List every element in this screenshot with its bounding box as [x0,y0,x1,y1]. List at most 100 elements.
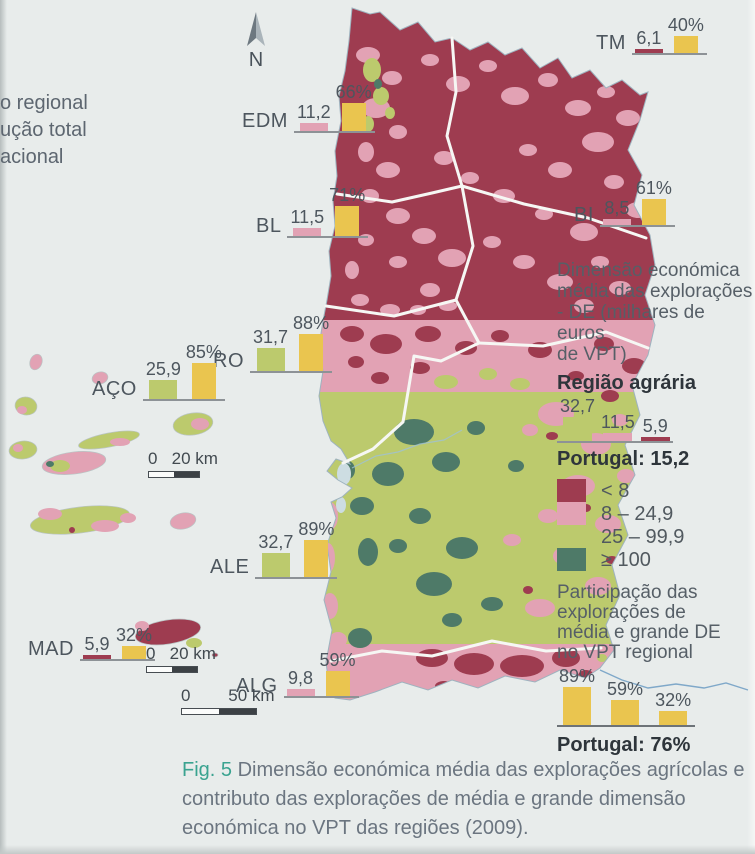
region-code-label: MAD [28,638,74,660]
bar-group: 32,7 [258,533,293,577]
bar-group: 5,9 [640,416,670,441]
bar-group: 5,9 [82,634,111,659]
bar-group: 11,5 [290,208,324,236]
bar-value-label: 71% [329,185,366,205]
bar-group: 32,7 [560,397,595,441]
legend-class-swatch [557,548,586,571]
bar-group: 89% [559,667,595,725]
north-arrow: N [243,12,269,72]
bar-value-label: 40% [667,15,704,35]
legend-portugal-participation: Portugal: 76% [557,734,691,756]
legend-class-label: < 8 [601,479,630,502]
bar-group: 32% [655,691,691,725]
region-chart-bl: BL 11,5 71% [256,176,369,238]
legend-class-swatch [557,479,586,502]
scale-rule-light [149,472,174,477]
bar-value-label: 89% [298,519,335,539]
figure-number: Fig. 5 [182,759,233,781]
figure-caption-text: Dimensão económica média das explorações… [182,759,745,839]
bar-group: 59% [607,680,643,725]
bar [563,417,593,441]
bar [293,228,322,236]
bar-group: 61% [636,179,672,225]
bar-value-label: 32% [655,690,692,710]
bar-group: 71% [329,186,365,236]
bar-value-label: 32,7 [560,396,596,416]
bar-value-label: 5,9 [84,634,110,654]
bar-group: 11,5 [601,413,635,441]
legend-participation-title-line: média e grande DE [557,622,721,643]
legend-class-label: ≥ 100 [601,548,651,571]
region-chart-bars: 31,7 88% [250,313,333,373]
madeira-islands [135,618,219,658]
region-chart-bars: 11,2 66% [293,82,375,133]
bar [640,437,670,441]
bar [634,49,663,53]
bar-value-label: 32,7 [258,532,294,552]
scale-rule [146,666,198,673]
region-chart-bars: 11,5 71% [287,186,369,238]
legend-de-title: Dimensão económica média das explorações -… [557,260,755,365]
page-right-edge [747,0,755,854]
region-chart-bars: 5,9 32% [79,626,155,661]
scale-bar-1: 0 20 km [146,645,216,673]
bar [611,700,640,725]
region-boundaries [324,36,650,663]
scale-label: 0 50 km [181,686,275,705]
page-left-edge [0,0,7,854]
legend-example-bars: 32,7 11,5 5,9 [557,397,673,443]
legend-participation-title-line: explorações de [557,602,686,623]
region-code-label: RO [213,350,244,372]
region-code-label: EDM [242,110,288,132]
north-label: N [248,49,264,71]
region-chart-bi: BI 8,5 61% [574,165,675,227]
tejo-river [351,429,463,469]
bar-group: 25,9 [146,360,181,399]
region-code-label: ALE [210,556,250,578]
legend-participation-bars: 89% 59% 32% [557,667,696,727]
region-code-label: AÇO [92,378,137,400]
region-chart-bars: 32,7 89% [255,519,338,579]
bar-group: 11,2 [297,103,331,131]
figure-caption: Fig. 5 Dimensão económica média das expl… [182,756,748,843]
scale-rule [148,471,200,478]
region-chart-ale: ALE 32,7 89% [210,517,338,579]
fragment-line: acional [0,146,64,168]
region-chart-tm: TM 6,1 40% [596,0,707,55]
region-code-label: ALG [236,675,278,697]
legend-participation-title-line: no VPT regional [557,642,693,663]
bar-value-label: 9,8 [288,668,314,688]
bar [286,689,315,696]
region-chart-bars: 25,9 85% [142,343,225,401]
bar-value-label: 61% [635,178,672,198]
bar-group: 31,7 [253,328,288,371]
bar [673,36,698,53]
bar [304,540,329,577]
legend-title-line: Dimensão económica [557,260,740,281]
region-chart-bars: 8,5 61% [599,179,675,227]
bar [121,646,146,659]
bar-value-label: 6,1 [636,28,662,48]
region-chart-aço: AÇO 25,9 85% [92,339,225,401]
bar-value-label: 88% [293,313,330,333]
legend-region-heading: Região agrária [557,372,696,394]
legend-class-label: 8 – 24,9 [601,502,674,525]
legend-title-line: de VPT) [557,344,627,365]
bar [149,380,178,399]
bar [335,206,360,236]
region-chart-alg: ALG 9,8 59% [236,636,359,698]
cropped-left-page-text: o regional ução total acional [0,90,88,171]
fragment-line: o regional [0,92,88,114]
bar-value-label: 59% [319,650,356,670]
scale-rule-light [182,709,219,714]
bar-value-label: 66% [335,82,372,102]
bar-value-label: 11,5 [601,412,635,432]
scale-rule [181,708,257,715]
legend-class-label: 25 – 99,9 [601,525,685,548]
bar-value-label: 5,9 [642,416,668,436]
bar-group: 32% [116,626,152,659]
bar [641,199,666,225]
bar [261,553,290,577]
bar-value-label: 59% [607,679,644,699]
